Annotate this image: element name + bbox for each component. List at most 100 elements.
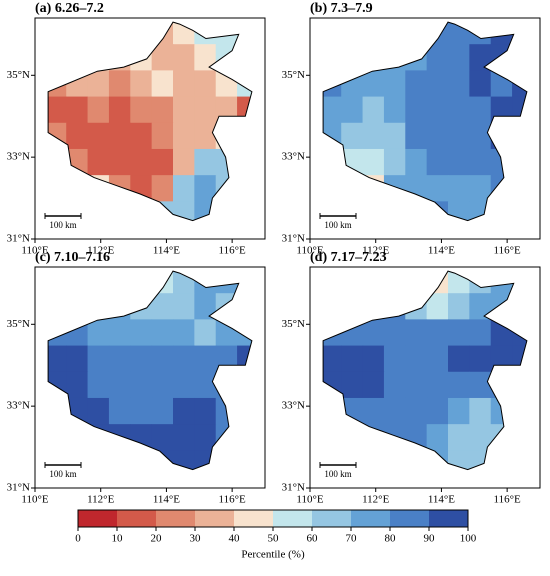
colorbar-tick-label: 50 [268,533,280,545]
colorbar-swatch [195,510,234,527]
x-tick-label: 116°E [494,494,521,506]
grid-cell [194,96,217,124]
grid-cell [130,70,153,98]
grid-cell [469,44,492,71]
grid-cell [469,424,492,451]
scale-label: 100 km [324,220,351,230]
grid-cell [469,397,492,425]
grid-cell [108,397,131,425]
province-outline [322,21,528,222]
grid-cell [426,293,449,320]
panel-title: (b) 7.3–7.9 [310,1,373,16]
grid-cell [362,122,385,150]
grid-cell [66,96,89,124]
grid-cell [383,345,406,373]
y-tick-label: 35°N [282,318,305,330]
grid-cell [469,122,492,150]
grid-cell [469,96,492,124]
grid-cell [173,397,195,425]
grid-cell [448,96,470,124]
x-tick-label: 112°E [87,245,114,257]
colorbar-swatch [312,510,351,527]
grid-cell [173,424,195,451]
grid-cell [108,319,131,347]
colorbar-swatch [429,510,468,527]
x-tick-label: 110°E [21,494,48,506]
x-tick-label: 116°E [494,245,521,257]
colorbar-swatch [351,510,390,527]
x-tick-label: 116°E [219,245,246,257]
grid-cell [469,319,492,347]
grid-cell [405,345,428,373]
grid-cell [151,96,174,124]
grid-cell [426,148,449,176]
grid-cell [323,345,342,373]
province-outline [47,21,253,222]
y-tick-label: 33°N [282,400,305,412]
grid-cell [173,345,195,373]
grid-cell [405,70,428,98]
colorbar-tick-label: 0 [75,533,81,545]
grid-cell [87,319,110,347]
grid-cell [173,96,195,124]
grid-cell [426,44,449,71]
colorbar-swatch [156,510,195,527]
grid-cell [362,371,385,399]
grid-cell [48,345,67,373]
grid-cell [405,397,428,425]
grid-cell [173,371,195,399]
colorbar-swatch [78,510,117,527]
grid-cell [87,70,110,98]
grid-cell [173,122,195,150]
grid-cell [362,397,385,425]
scale-label: 100 km [49,469,76,479]
grid-cell [108,96,131,124]
colorbar-tick-label: 100 [460,533,477,545]
y-tick-label: 31°N [282,233,305,245]
x-tick-label: 112°E [362,245,389,257]
grid-cell [194,397,217,425]
grid-cell [108,371,131,399]
grid-cell [469,148,492,176]
panel-title: (a) 6.26–7.2 [35,1,104,16]
grid-cell [130,148,153,176]
grid-cell [130,345,153,373]
grid-cell [469,70,492,98]
grid-cell [405,96,428,124]
grid-cell [448,175,470,202]
y-tick-label: 35°N [7,318,30,330]
grid-cell [341,345,364,373]
colorbar-tick-label: 80 [385,533,397,545]
grid-cell [66,345,89,373]
grid-cell [362,148,385,176]
x-tick-label: 110°E [21,245,48,257]
x-tick-label: 112°E [87,494,114,506]
colorbar-tick-label: 40 [229,533,241,545]
grid-cell [87,96,110,124]
grid-cell [173,319,195,347]
grid-cell [448,371,470,399]
x-tick-label: 114°E [428,245,455,257]
grid-cell [151,122,174,150]
grid-cell [194,44,217,71]
grid-cell [383,70,406,98]
y-tick-label: 33°N [7,151,30,163]
grid-cell [426,345,449,373]
colorbar-label: Percentile (%) [241,549,305,561]
y-tick-label: 35°N [282,69,305,81]
grid-cell [194,424,217,451]
grid-cell [383,148,406,176]
scale-label: 100 km [324,469,351,479]
grid-cell [341,122,364,150]
grid-cell [130,319,153,347]
grid-cell [194,345,217,373]
grid-cell [173,293,195,320]
province-outline [322,270,528,471]
colorbar-swatch [390,510,429,527]
grid-cell [448,148,470,176]
y-tick-label: 33°N [7,400,30,412]
grid-cell [130,96,153,124]
grid-cell [151,293,174,320]
grid-cell [130,371,153,399]
colorbar-swatch [234,510,273,527]
